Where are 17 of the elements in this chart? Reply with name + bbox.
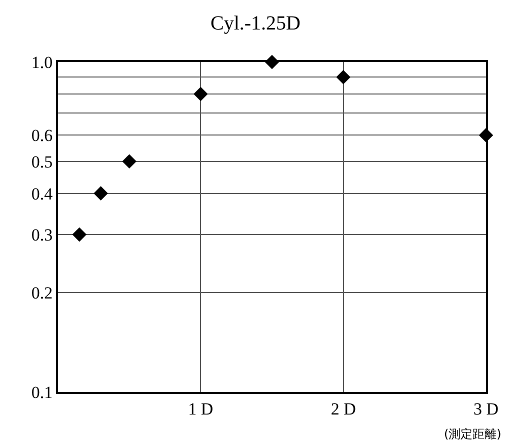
x-tick-label: 2 D (330, 399, 356, 418)
y-tick-label: 0.1 (31, 382, 53, 402)
y-tick-label: 0.3 (31, 226, 53, 244)
point (72, 227, 87, 242)
point (122, 154, 136, 168)
point (94, 186, 108, 200)
chart-title: Cyl.-1.25D (210, 12, 300, 35)
y-tick-label: 0.4 (31, 184, 54, 204)
x-tick-label: 1 D (188, 399, 214, 418)
x-axis-title: (測定距離) (444, 427, 502, 441)
point (336, 70, 350, 84)
y-tick-label: 1.0 (31, 52, 53, 72)
y-tick-label: 0.5 (31, 152, 53, 172)
point (194, 86, 208, 102)
x-tick-label: 3 D (473, 399, 499, 418)
y-tick-label: 0.6 (31, 126, 53, 146)
y-tick-label: 0.2 (31, 284, 53, 303)
